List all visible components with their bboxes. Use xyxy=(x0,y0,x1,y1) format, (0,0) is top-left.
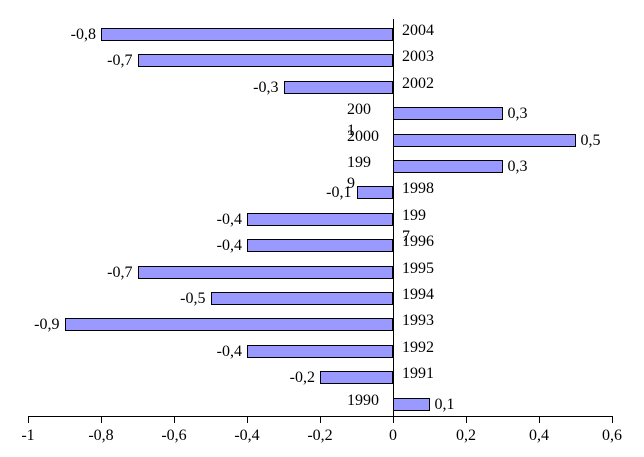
value-label-1991: -0,2 xyxy=(289,369,315,387)
x-axis-tick xyxy=(174,417,175,423)
bar-1991 xyxy=(320,371,393,385)
category-label-2001: 200 1 xyxy=(347,101,371,140)
bar-2001 xyxy=(393,107,503,121)
category-label-1999: 199 9 xyxy=(347,154,371,192)
x-axis-tick-label: 0,4 xyxy=(529,427,549,444)
x-axis-tick-label: 0,6 xyxy=(602,427,622,444)
x-axis-tick-label: -0,2 xyxy=(307,427,333,444)
bar-1992 xyxy=(247,344,393,358)
category-label-2003: 2003 xyxy=(402,48,434,66)
value-label-1998: -0,1 xyxy=(326,184,352,202)
x-axis-tick-label: -0,4 xyxy=(234,427,260,444)
category-label-1997: 199 7 xyxy=(402,206,426,245)
bar-1995 xyxy=(137,265,393,279)
x-axis-tick-label: 0,2 xyxy=(456,427,476,444)
x-axis-line xyxy=(28,416,613,417)
x-axis-tick xyxy=(101,417,102,423)
x-axis-tick-label: -0,8 xyxy=(88,427,114,444)
x-axis-tick xyxy=(28,417,29,423)
category-axis-line xyxy=(393,19,394,416)
value-label-1993: -0,9 xyxy=(34,316,60,334)
category-label-1996: 1996 xyxy=(402,233,434,251)
value-label-1995: -0,7 xyxy=(107,263,133,281)
x-axis-tick xyxy=(247,417,248,423)
x-axis-tick xyxy=(539,417,540,423)
category-label-1991: 1991 xyxy=(402,365,434,383)
bar-2000 xyxy=(393,133,576,147)
x-axis-tick xyxy=(612,417,613,423)
x-axis-tick-label: -1 xyxy=(21,427,35,444)
value-label-2001: 0,3 xyxy=(507,105,528,123)
bar-1997 xyxy=(247,212,393,226)
x-axis-tick xyxy=(466,417,467,423)
x-axis-tick-label: 0 xyxy=(389,427,397,444)
category-label-2000: 2000 xyxy=(347,127,379,145)
bar-2003 xyxy=(137,54,393,68)
category-label-1995: 1995 xyxy=(402,259,434,277)
value-label-2000: 0,5 xyxy=(580,131,601,149)
value-label-1999: 0,3 xyxy=(507,158,528,175)
value-label-2003: -0,7 xyxy=(107,52,133,70)
x-axis-tick-label: -0,6 xyxy=(161,427,187,444)
bar-1993 xyxy=(64,318,393,332)
value-label-1997: -0,4 xyxy=(216,210,242,228)
bar-1994 xyxy=(210,292,393,305)
bar-1998 xyxy=(356,186,393,200)
category-label-1990: 1990 xyxy=(347,391,379,409)
value-label-1996: -0,4 xyxy=(216,237,242,255)
bar-2004 xyxy=(101,28,393,41)
category-label-1993: 1993 xyxy=(402,312,434,330)
category-label-2004: 2004 xyxy=(402,22,434,39)
value-label-2004: -0,8 xyxy=(70,26,96,43)
bar-1999 xyxy=(393,160,503,173)
category-label-1998: 1998 xyxy=(402,180,434,198)
category-label-1994: 1994 xyxy=(402,286,434,303)
bar-2002 xyxy=(283,80,393,94)
value-label-1990: 0,1 xyxy=(434,395,455,413)
x-axis-tick xyxy=(320,417,321,423)
category-label-2002: 2002 xyxy=(402,74,434,92)
value-label-2002: -0,3 xyxy=(253,78,279,96)
bar-1996 xyxy=(247,239,393,253)
bar-1990 xyxy=(393,397,430,411)
x-axis-tick xyxy=(393,417,394,423)
category-label-1992: 1992 xyxy=(402,338,434,356)
value-label-1992: -0,4 xyxy=(216,342,242,360)
value-label-1994: -0,5 xyxy=(180,290,206,307)
